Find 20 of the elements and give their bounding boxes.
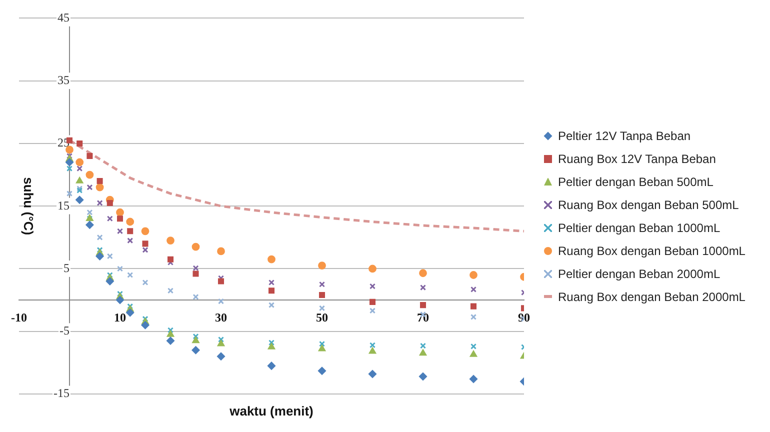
y-tick-label: -15 bbox=[54, 386, 70, 400]
x-axis-title: waktu (menit) bbox=[228, 404, 314, 419]
y-tick-label: 15 bbox=[58, 198, 70, 212]
y-tick-label: 5 bbox=[64, 260, 70, 275]
y-tick-label: 45 bbox=[58, 10, 70, 24]
legend-label: Peltier 12V Tanpa Beban bbox=[558, 128, 691, 142]
x-tick-label: 10 bbox=[114, 310, 126, 324]
legend-label: Ruang Box dengan Beban 1000mL bbox=[558, 244, 746, 258]
y-tick-label: -5 bbox=[60, 324, 70, 338]
legend-label: Ruang Box dengan Beban 500mL bbox=[558, 198, 739, 212]
legend-label: Peltier dengan Beban 500mL bbox=[558, 174, 714, 188]
x-tick-label: 50 bbox=[316, 310, 328, 324]
legend-label: Ruang Box dengan Beban 2000mL bbox=[558, 290, 746, 304]
x-tick-label: -10 bbox=[11, 310, 27, 324]
y-tick-label: 35 bbox=[58, 72, 70, 87]
legend-label: Peltier dengan Beban 1000mL bbox=[558, 220, 720, 234]
legend-label: Peltier dengan Beban 2000mL bbox=[558, 266, 720, 280]
y-axis-title: suhu (°C) bbox=[21, 177, 36, 236]
legend-label: Ruang Box 12V Tanpa Beban bbox=[558, 152, 716, 166]
x-tick-label: 30 bbox=[215, 310, 227, 324]
